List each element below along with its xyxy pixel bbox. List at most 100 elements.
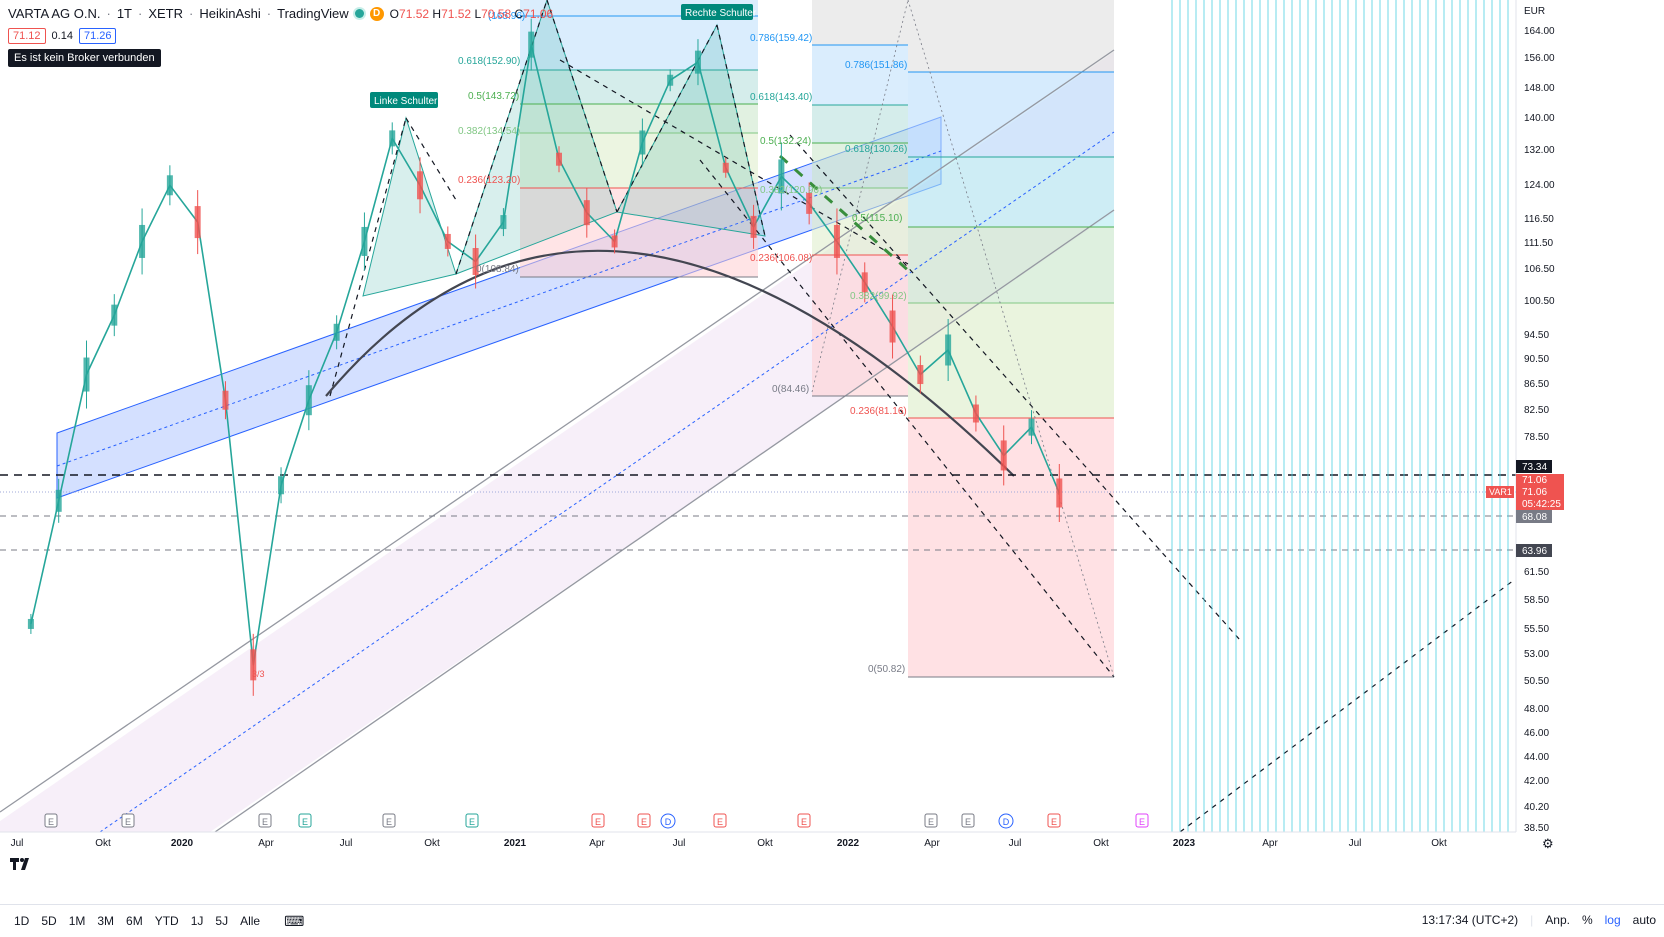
price-candle-body [639, 130, 646, 155]
price-tick: 111.50 [1524, 238, 1554, 249]
earnings-marker-icon[interactable] [1135, 813, 1149, 828]
earnings-marker-icon[interactable] [591, 813, 605, 828]
price-candle-body [417, 171, 424, 200]
time-tick: Jul [1009, 838, 1022, 849]
price-tick: 132.00 [1524, 145, 1555, 156]
price-tick: 90.50 [1524, 354, 1549, 365]
price-tick: 42.00 [1524, 776, 1549, 787]
earnings-marker-icon[interactable] [465, 813, 479, 828]
time-axis-bg [0, 832, 1516, 856]
right-shoulder-badge [681, 4, 753, 20]
log-toggle[interactable]: log [1604, 913, 1621, 927]
fib2-zone [812, 143, 908, 188]
fib1-zone [520, 104, 758, 133]
dividend-marker-icon[interactable] [998, 813, 1014, 829]
header-sep: · [266, 6, 272, 21]
price-tick: 48.00 [1524, 704, 1549, 715]
earnings-marker-icon[interactable] [44, 813, 58, 828]
fib2-label: 0.786(159.42) [750, 33, 812, 44]
price-candle-body [889, 310, 896, 343]
sell-price-button[interactable]: 71.12 [8, 28, 46, 44]
timeframe-button[interactable]: 3M [97, 914, 115, 928]
price-candle-body [1056, 478, 1063, 508]
time-tick: 2023 [1173, 838, 1196, 849]
auto-toggle[interactable]: auto [1632, 913, 1656, 927]
price-candle-body [1000, 440, 1007, 471]
fib1-label: 0.5(143.72) [468, 91, 519, 102]
price-tick: 38.50 [1524, 823, 1549, 834]
right-shoulder-label: Rechte Schulter [685, 8, 757, 19]
timeframe-button[interactable]: 1M [68, 914, 86, 928]
bottom-right-controls: 13:17:34 (UTC+2) | Anp. % log auto [1422, 904, 1656, 936]
channel-lower-line [214, 209, 1115, 833]
price-tick: 82.50 [1524, 405, 1549, 416]
earnings-marker-icon[interactable] [258, 813, 272, 828]
earnings-marker-icon[interactable] [924, 813, 938, 828]
price-tick: 148.00 [1524, 83, 1555, 94]
fib3-zone [908, 303, 1114, 418]
earnings-marker-icon[interactable] [713, 813, 727, 828]
price-tick: 140.00 [1524, 113, 1555, 124]
dashed-trend-line [546, 0, 618, 213]
timeframe-button[interactable]: Alle [240, 914, 261, 928]
time-tick: Okt [424, 838, 440, 849]
price-candle-body [194, 206, 201, 239]
timeframe-button[interactable]: 5J [215, 914, 229, 928]
level-73-value: 73.34 [1522, 462, 1547, 473]
fib3-label: 0.618(130.26) [845, 144, 907, 155]
timeframe-button[interactable]: 1J [190, 914, 204, 928]
price-candle-body [472, 248, 479, 276]
event-marker-label: E [717, 817, 723, 827]
date-range-icon[interactable]: ⌨ [284, 912, 305, 929]
timeframe-button[interactable]: 1D [14, 914, 30, 928]
event-marker-label: E [801, 817, 807, 827]
price-tick: 58.50 [1524, 595, 1549, 606]
fib1-label: 0(108.84) [476, 264, 519, 275]
price-candle-body [222, 390, 229, 410]
timeframe-button[interactable]: 5D [41, 914, 57, 928]
timeframe-button[interactable]: YTD [154, 914, 179, 928]
provider-label: TradingView [277, 6, 349, 21]
percent-toggle[interactable]: % [1581, 913, 1593, 927]
event-marker-label: E [262, 817, 268, 827]
dividend-marker-icon[interactable] [660, 813, 676, 829]
price-candle-body [917, 365, 924, 385]
settings-gear-icon[interactable]: ⚙ [1542, 836, 1554, 851]
left-shoulder-badge [370, 92, 438, 108]
buy-price-button[interactable]: 71.26 [78, 28, 117, 44]
earnings-marker-icon[interactable] [961, 813, 975, 828]
fib2-label: 0.236(106.08) [750, 253, 812, 264]
delayed-data-icon[interactable]: D [369, 6, 384, 21]
price-candle-body [139, 224, 146, 258]
price-candle-body [556, 152, 562, 166]
tradingview-logo-icon[interactable] [8, 852, 32, 876]
earnings-marker-icon[interactable] [298, 813, 312, 828]
earnings-marker-icon[interactable] [121, 813, 135, 828]
price-tick: 55.50 [1524, 624, 1549, 635]
interval-label[interactable]: 1T [116, 6, 132, 21]
earnings-marker-icon[interactable] [382, 813, 396, 828]
price-chart[interactable]: (165.96) 0.618(152.90) 0.5(143.72) 0.382(13… [0, 0, 1664, 904]
price-tick: 44.00 [1524, 752, 1549, 763]
price-candle-body [111, 304, 118, 326]
currency-label: EUR [1524, 6, 1545, 17]
split-mark: 3/3 [252, 669, 265, 679]
fib2-zone [812, 105, 908, 143]
earnings-marker-icon[interactable] [797, 813, 811, 828]
time-tick: 2022 [837, 838, 860, 849]
price-candle-body [750, 215, 757, 238]
adjust-toggle[interactable]: Anp. [1545, 913, 1570, 927]
symbol-name[interactable]: VARTA AG O.N. [8, 6, 101, 21]
clock-time[interactable]: 13:17:34 (UTC+2) [1421, 913, 1519, 927]
earnings-marker-icon[interactable] [637, 813, 651, 828]
timeframe-button[interactable]: 6M [126, 914, 143, 928]
spread-value: 0.14 [51, 30, 73, 42]
event-marker-label: D [665, 817, 672, 827]
event-marker-label: E [469, 817, 475, 827]
bar-countdown: 05:42:25 [1522, 499, 1561, 510]
bottom-toolbar: 1D 5D 1M 3M 6M YTD 1J 5J Alle ⌨ [0, 904, 1664, 937]
price-candle-body [583, 200, 590, 226]
earnings-marker-icon[interactable] [1047, 813, 1061, 828]
price-candle-body [861, 272, 868, 293]
